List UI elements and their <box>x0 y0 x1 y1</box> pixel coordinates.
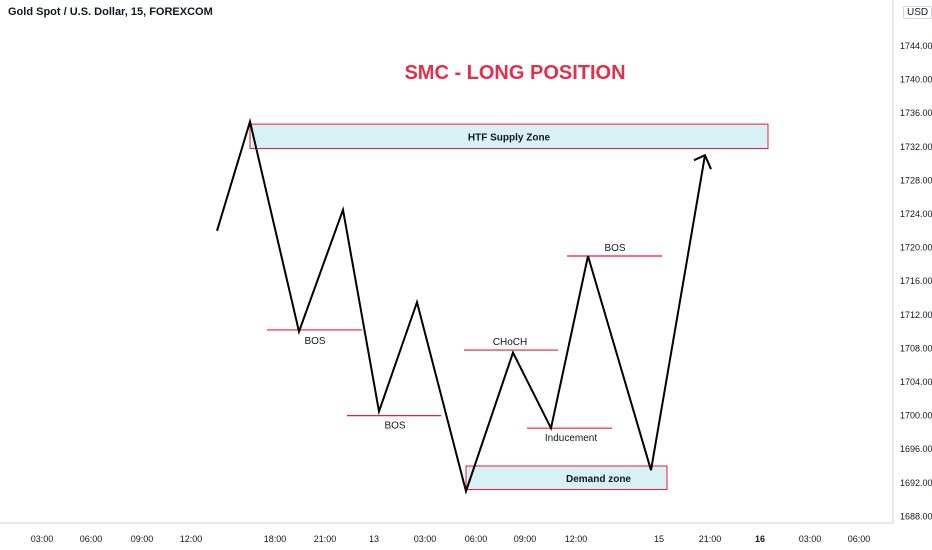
price-tick-label: 1744.00 <box>900 41 932 51</box>
symbol-title: Gold Spot / U.S. Dollar, 15, FOREXCOM <box>8 6 213 18</box>
price-tick-label: 1708.00 <box>900 343 932 353</box>
levels: BOS BOS CHoCH Inducement BOS <box>267 243 662 444</box>
arrow-head <box>693 153 712 170</box>
time-tick-label: 03:00 <box>414 534 437 544</box>
chart-title: SMC - LONG POSITION <box>404 62 626 84</box>
time-tick-label: 12:00 <box>180 534 203 544</box>
zone-rect <box>465 465 668 491</box>
time-tick-label: 18:00 <box>264 534 287 544</box>
time-tick-label: 21:00 <box>699 534 722 544</box>
time-tick-label: 03:00 <box>799 534 822 544</box>
time-tick-label: 13 <box>369 534 379 544</box>
price-tick-label: 1736.00 <box>900 108 932 118</box>
time-tick-label: 09:00 <box>131 534 154 544</box>
time-tick-label: 15 <box>654 534 664 544</box>
price-tick-label: 1700.00 <box>900 411 932 421</box>
price-tick-label: 1704.00 <box>900 377 932 387</box>
zone-rect <box>249 123 769 149</box>
price-tick-label: 1732.00 <box>900 142 932 152</box>
price-tick-label: 1720.00 <box>900 243 932 253</box>
price-tick-label: 1716.00 <box>900 276 932 286</box>
price-tick-label: 1712.00 <box>900 310 932 320</box>
price-path <box>216 117 712 495</box>
zones: HTF Supply Zone Demand zone <box>249 123 769 491</box>
level-label: CHoCH <box>493 337 527 348</box>
price-tick-label: 1740.00 <box>900 75 932 85</box>
time-tick-label: 06:00 <box>465 534 488 544</box>
time-tick-label: 16 <box>755 534 765 544</box>
price-tick-label: 1692.00 <box>900 478 932 488</box>
time-tick-label: 12:00 <box>565 534 588 544</box>
zone-label: HTF Supply Zone <box>468 132 551 143</box>
price-tick-label: 1728.00 <box>900 175 932 185</box>
level-label: Inducement <box>545 433 597 444</box>
level-label: BOS <box>304 336 325 347</box>
level-label: BOS <box>604 243 625 254</box>
zone-label: Demand zone <box>566 474 631 485</box>
time-tick-label: 06:00 <box>848 534 871 544</box>
time-tick-label: 03:00 <box>31 534 54 544</box>
time-tick-label: 21:00 <box>314 534 337 544</box>
time-tick-label: 06:00 <box>80 534 103 544</box>
time-tick-label: 09:00 <box>514 534 537 544</box>
price-line <box>216 117 706 495</box>
price-tick-label: 1688.00 <box>900 511 932 521</box>
price-tick-label: 1696.00 <box>900 444 932 454</box>
level-label: BOS <box>384 421 405 432</box>
price-tick-label: 1724.00 <box>900 209 932 219</box>
